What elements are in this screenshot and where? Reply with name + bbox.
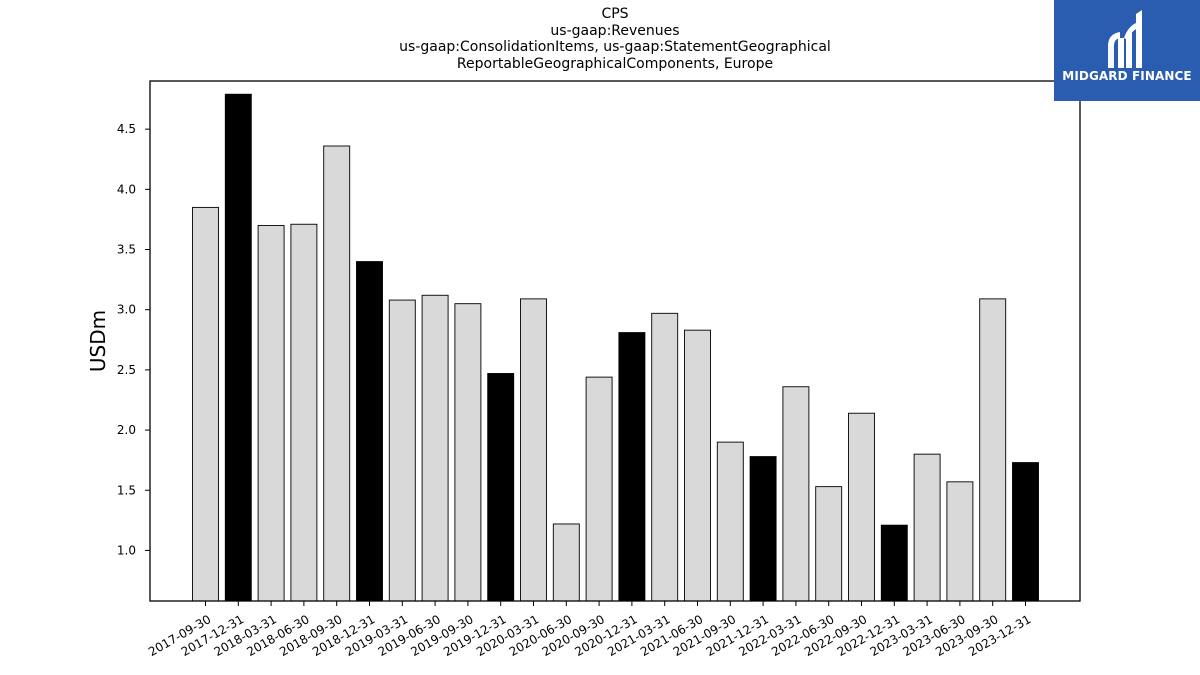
bar [913, 453, 941, 602]
y-tick-label: 3.0 [117, 303, 136, 317]
bar [749, 456, 777, 602]
bar [618, 332, 646, 602]
y-tick-label: 2.0 [117, 423, 136, 437]
bar [979, 298, 1007, 602]
chart-title-line: ReportableGeographicalComponents, Europe [456, 55, 774, 72]
y-tick-label: 2.5 [117, 363, 136, 377]
bar [782, 386, 810, 602]
chart-title-line: CPS [601, 6, 629, 22]
x-axis: 2017-09-302017-12-312018-03-312018-06-30… [146, 601, 1033, 659]
y-tick-label: 3.5 [117, 243, 136, 257]
bar [552, 523, 580, 602]
bar [388, 299, 416, 602]
bar [454, 303, 482, 602]
bar [224, 93, 252, 602]
bar [290, 223, 318, 602]
chart-title: CPS us-gaap:Revenues us-gaap:Consolidati… [0, 6, 1200, 72]
y-tick-label: 4.5 [117, 122, 136, 136]
bar [257, 224, 285, 602]
bar [1012, 462, 1039, 602]
midgard-logo-icon [1108, 10, 1142, 68]
bar [651, 312, 679, 602]
bar [585, 376, 613, 602]
bar [848, 412, 875, 602]
bar [421, 294, 449, 602]
chart-title-line: us-gaap:Revenues [550, 22, 680, 39]
bar [487, 373, 515, 602]
y-axis: 1.0 1.5 2.0 2.5 3.0 3.5 4.0 4.5 [117, 122, 150, 557]
bar [946, 481, 974, 602]
bar [716, 441, 744, 602]
chart-title-line: us-gaap:ConsolidationItems, us-gaap:Stat… [399, 39, 831, 55]
bar [520, 298, 547, 602]
logo-text: MIDGARD FINANCE [1062, 69, 1192, 83]
bar [684, 329, 711, 602]
bar [323, 145, 351, 602]
y-axis-label: USDm [86, 310, 110, 372]
bar [815, 486, 843, 602]
bar [880, 524, 908, 602]
bar [356, 261, 383, 602]
bars-group [192, 93, 1039, 602]
bar [192, 206, 219, 602]
plot-frame [149, 80, 1081, 602]
y-tick-label: 1.5 [117, 483, 136, 497]
y-tick-label: 4.0 [117, 182, 136, 196]
midgard-logo: MIDGARD FINANCE [1054, 0, 1200, 101]
y-tick-label: 1.0 [117, 543, 136, 557]
